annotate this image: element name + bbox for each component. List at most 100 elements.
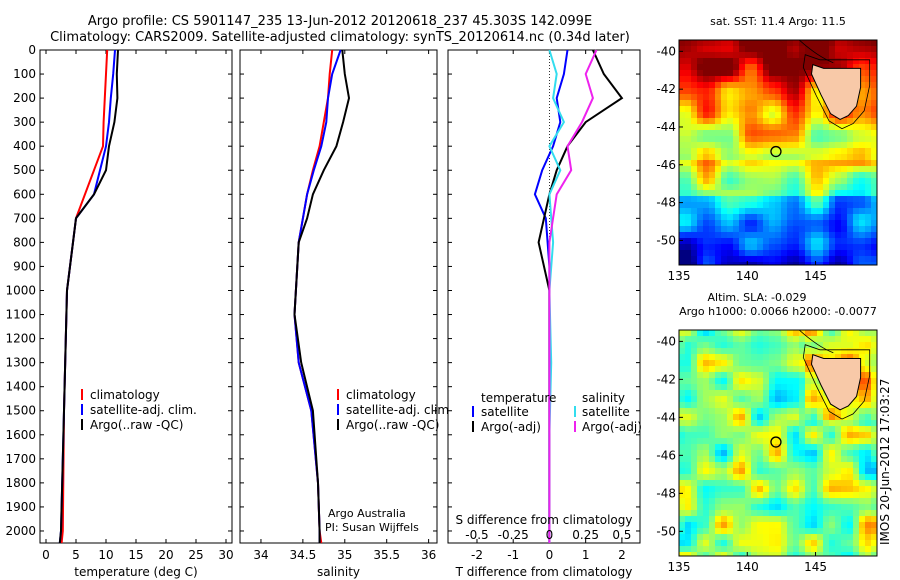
heatmap-cell bbox=[715, 262, 721, 265]
heatmap-cell bbox=[835, 342, 841, 348]
heatmap-cell bbox=[823, 160, 829, 166]
heatmap-cell bbox=[733, 214, 739, 220]
heatmap-cell bbox=[865, 420, 871, 426]
heatmap-cell bbox=[871, 130, 877, 136]
heatmap-cell bbox=[679, 112, 685, 118]
heatmap-cell bbox=[859, 378, 865, 384]
heatmap-cell bbox=[823, 166, 829, 172]
heatmap-cell bbox=[757, 462, 763, 468]
heatmap-cell bbox=[685, 124, 691, 130]
heatmap-cell bbox=[757, 528, 763, 534]
heatmap-cell bbox=[739, 154, 745, 160]
legend-label: satellite bbox=[582, 405, 630, 419]
heatmap-cell bbox=[697, 522, 703, 528]
heatmap-cell bbox=[751, 408, 757, 414]
heatmap-cell bbox=[847, 184, 853, 190]
heatmap-cell bbox=[793, 202, 799, 208]
heatmap-cell bbox=[853, 214, 859, 220]
heatmap-cell bbox=[853, 142, 859, 148]
heatmap-cell bbox=[685, 468, 691, 474]
heatmap-cell bbox=[763, 148, 769, 154]
heatmap-cell bbox=[859, 396, 865, 402]
heatmap-cell bbox=[823, 462, 829, 468]
heatmap-cell bbox=[721, 402, 727, 408]
heatmap-cell bbox=[697, 432, 703, 438]
heatmap-cell bbox=[685, 516, 691, 522]
heatmap-cell bbox=[805, 546, 811, 552]
heatmap-cell bbox=[703, 354, 709, 360]
heatmap-cell bbox=[787, 70, 793, 76]
heatmap-cell bbox=[739, 528, 745, 534]
heatmap-cell bbox=[745, 208, 751, 214]
heatmap-cell bbox=[787, 214, 793, 220]
heatmap-cell bbox=[817, 504, 823, 510]
heatmap-cell bbox=[853, 462, 859, 468]
heatmap-cell bbox=[691, 220, 697, 226]
heatmap-cell bbox=[685, 402, 691, 408]
heatmap-cell bbox=[787, 148, 793, 154]
heatmap-cell bbox=[691, 510, 697, 516]
heatmap-cell bbox=[799, 124, 805, 130]
heatmap-cell bbox=[865, 202, 871, 208]
heatmap-cell bbox=[835, 220, 841, 226]
heatmap-cell bbox=[703, 226, 709, 232]
heatmap-cell bbox=[691, 154, 697, 160]
heatmap-cell bbox=[721, 124, 727, 130]
heatmap-cell bbox=[781, 244, 787, 250]
heatmap-cell bbox=[829, 220, 835, 226]
heatmap-cell bbox=[715, 336, 721, 342]
heatmap-cell bbox=[811, 450, 817, 456]
heatmap-cell bbox=[817, 528, 823, 534]
heatmap-cell bbox=[865, 456, 871, 462]
heatmap-cell bbox=[763, 444, 769, 450]
heatmap-cell bbox=[853, 498, 859, 504]
heatmap-cell bbox=[799, 112, 805, 118]
heatmap-cell bbox=[703, 498, 709, 504]
heatmap-cell bbox=[847, 468, 853, 474]
heatmap-cell bbox=[775, 456, 781, 462]
heatmap-cell bbox=[829, 426, 835, 432]
heatmap-cell bbox=[853, 480, 859, 486]
heatmap-cell bbox=[691, 64, 697, 70]
heatmap-cell bbox=[715, 450, 721, 456]
heatmap-cell bbox=[817, 178, 823, 184]
heatmap-cell bbox=[859, 46, 865, 52]
heatmap-cell bbox=[733, 402, 739, 408]
heatmap-cell bbox=[709, 348, 715, 354]
heatmap-cell bbox=[763, 534, 769, 540]
heatmap-cell bbox=[775, 402, 781, 408]
heatmap-cell bbox=[751, 214, 757, 220]
heatmap-cell bbox=[829, 462, 835, 468]
heatmap-cell bbox=[703, 396, 709, 402]
heatmap-cell bbox=[859, 94, 865, 100]
heatmap-cell bbox=[739, 474, 745, 480]
heatmap-cell bbox=[835, 480, 841, 486]
heatmap-cell bbox=[823, 46, 829, 52]
heatmap-cell bbox=[715, 46, 721, 52]
heatmap-cell bbox=[775, 100, 781, 106]
heatmap-cell bbox=[721, 58, 727, 64]
heatmap-cell bbox=[853, 52, 859, 58]
heatmap-cell bbox=[859, 166, 865, 172]
heatmap-cell bbox=[793, 504, 799, 510]
heatmap-cell bbox=[793, 196, 799, 202]
heatmap-cell bbox=[817, 148, 823, 154]
heatmap-cell bbox=[865, 546, 871, 552]
heatmap-cell bbox=[757, 52, 763, 58]
heatmap-cell bbox=[715, 238, 721, 244]
heatmap-cell bbox=[787, 408, 793, 414]
heatmap-cell bbox=[679, 462, 685, 468]
heatmap-cell bbox=[799, 94, 805, 100]
heatmap-cell bbox=[739, 208, 745, 214]
heatmap-cell bbox=[697, 456, 703, 462]
heatmap-cell bbox=[829, 232, 835, 238]
heatmap-cell bbox=[703, 444, 709, 450]
heatmap-cell bbox=[697, 510, 703, 516]
heatmap-cell bbox=[793, 148, 799, 154]
heatmap-cell bbox=[817, 468, 823, 474]
heatmap-cell bbox=[763, 70, 769, 76]
heatmap-cell bbox=[787, 196, 793, 202]
heatmap-cell bbox=[811, 106, 817, 112]
heatmap-cell bbox=[829, 262, 835, 265]
